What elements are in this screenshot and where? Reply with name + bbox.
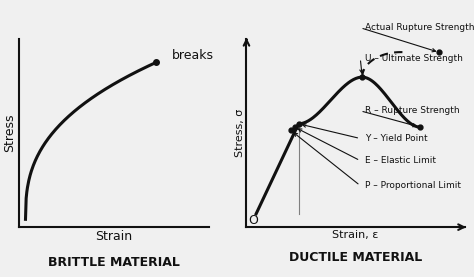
Title: BRITTLE MATERIAL: BRITTLE MATERIAL (48, 256, 180, 269)
Text: P – Proportional Limit: P – Proportional Limit (365, 181, 461, 190)
Text: O: O (248, 214, 258, 227)
Y-axis label: Stress, σ: Stress, σ (235, 109, 245, 157)
X-axis label: Strain, ε: Strain, ε (332, 230, 379, 240)
Text: DUCTILE MATERIAL: DUCTILE MATERIAL (289, 251, 422, 264)
X-axis label: Strain: Strain (95, 230, 132, 243)
Text: E – Elastic Limit: E – Elastic Limit (365, 156, 436, 165)
Text: Actual Rupture Strength: Actual Rupture Strength (365, 23, 474, 32)
Text: breaks: breaks (172, 49, 214, 62)
Text: U – Ultimate Strength: U – Ultimate Strength (365, 54, 463, 63)
Text: Y – Yield Point: Y – Yield Point (365, 134, 428, 143)
Y-axis label: Stress: Stress (3, 114, 16, 152)
Text: R – Rupture Strength: R – Rupture Strength (365, 106, 460, 115)
